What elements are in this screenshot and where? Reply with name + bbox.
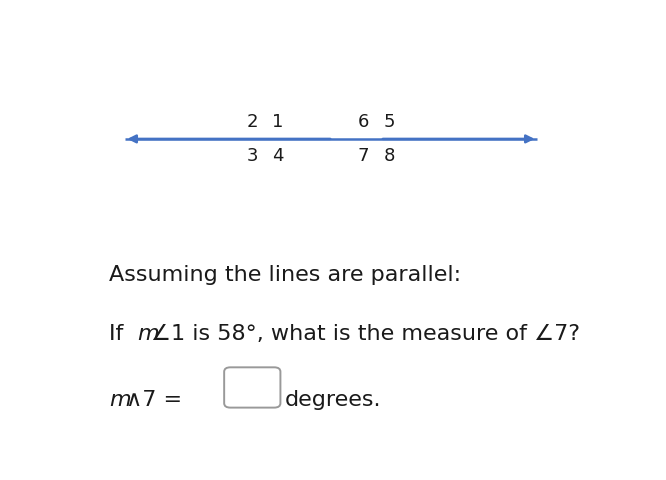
Text: 2: 2 bbox=[246, 113, 258, 131]
Text: 3: 3 bbox=[246, 147, 258, 165]
Text: 4: 4 bbox=[272, 147, 284, 165]
Text: 1: 1 bbox=[272, 113, 284, 131]
Text: 7: 7 bbox=[357, 147, 369, 165]
Text: Assuming the lines are parallel:: Assuming the lines are parallel: bbox=[109, 264, 461, 285]
FancyBboxPatch shape bbox=[224, 367, 280, 408]
Text: 6: 6 bbox=[357, 113, 369, 131]
Text: 5: 5 bbox=[384, 113, 395, 131]
Text: ∠1 is 58°, what is the measure of ∠7?: ∠1 is 58°, what is the measure of ∠7? bbox=[151, 324, 580, 344]
Text: degrees.: degrees. bbox=[284, 390, 381, 410]
Text: m: m bbox=[109, 390, 131, 410]
Text: 8: 8 bbox=[384, 147, 395, 165]
Text: m: m bbox=[137, 324, 159, 344]
Text: If: If bbox=[109, 324, 131, 344]
Text: ∧7 =: ∧7 = bbox=[126, 390, 182, 410]
